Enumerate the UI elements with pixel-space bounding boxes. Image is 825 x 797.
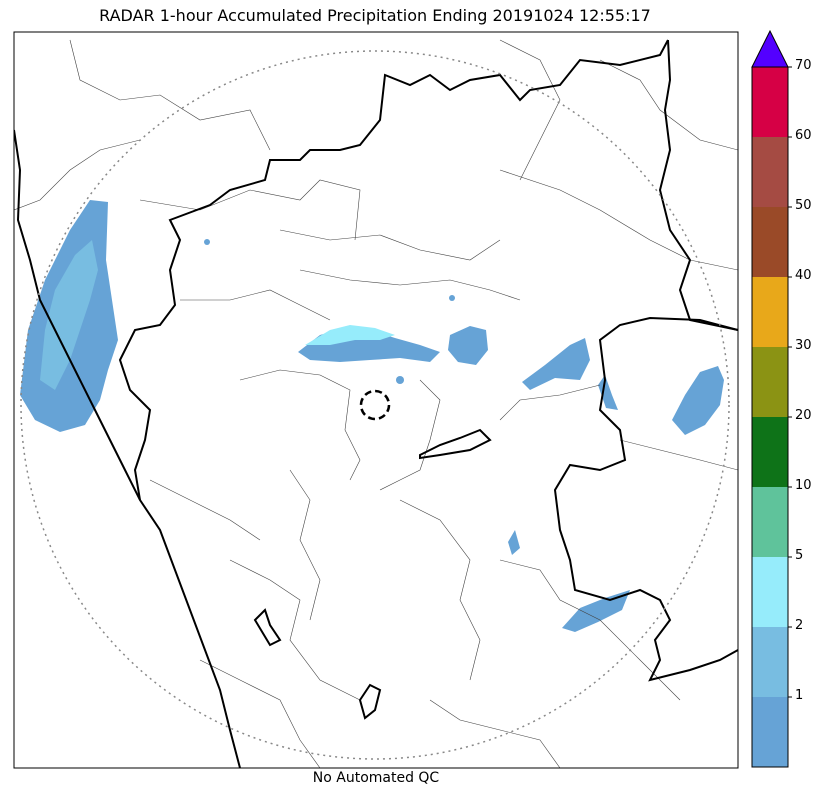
precip-center-band-light <box>305 325 395 345</box>
colorbar-tick-label: 10 <box>795 478 812 493</box>
state-boundaries <box>14 39 738 768</box>
colorbar-segment <box>752 277 788 347</box>
colorbar-segment <box>752 207 788 277</box>
precip-east-blob <box>448 326 488 365</box>
colorbar-segment <box>752 137 788 207</box>
colorbar-tick-label: 5 <box>795 548 804 563</box>
precipitation-areas <box>20 200 724 632</box>
radar-range-ring <box>20 50 730 760</box>
precip-far-east <box>672 366 724 435</box>
precip-southeast <box>562 590 630 632</box>
colorbar-tick-label: 30 <box>795 338 812 353</box>
precip-south-small <box>508 530 520 555</box>
district-boundaries <box>14 39 738 768</box>
colorbar-tick-label: 50 <box>795 198 812 213</box>
precip-speck <box>204 239 210 245</box>
colorbar-segment <box>752 557 788 627</box>
radar-site-marker <box>359 389 391 421</box>
colorbar-tick-label: 2 <box>795 618 804 633</box>
precip-east-small <box>598 375 618 410</box>
colorbar-segment <box>752 487 788 557</box>
colorbar-tick-label: 60 <box>795 128 812 143</box>
colorbar-segment <box>752 697 788 767</box>
qc-note: No Automated QC <box>312 770 440 786</box>
precip-east-band <box>522 338 590 390</box>
precip-speck <box>449 295 455 301</box>
colorbar-tick-label: 40 <box>795 268 812 283</box>
colorbar-tick-label: 70 <box>795 58 812 73</box>
map-frame <box>13 31 739 769</box>
precip-speck <box>396 376 404 384</box>
colorbar-segment <box>752 67 788 137</box>
colorbar-segment <box>752 627 788 697</box>
chart-title: RADAR 1-hour Accumulated Precipitation E… <box>99 6 651 25</box>
colorbar-tick-label: 20 <box>795 408 812 423</box>
colorbar-segment <box>752 347 788 417</box>
colorbar-extend-arrow <box>751 29 789 68</box>
colorbar-tick-label: 1 <box>795 688 804 703</box>
colorbar-segment <box>752 417 788 487</box>
precip-west-coast-inner <box>40 240 98 390</box>
colorbar <box>751 29 792 768</box>
